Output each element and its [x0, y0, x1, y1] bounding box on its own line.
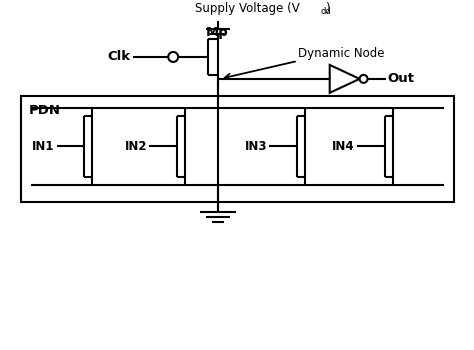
Text: IN3: IN3 [245, 140, 267, 153]
Text: Supply Voltage (V: Supply Voltage (V [195, 2, 300, 15]
Text: Clk: Clk [107, 50, 130, 63]
Text: ): ) [325, 2, 329, 15]
Text: Out: Out [388, 72, 415, 85]
Circle shape [360, 75, 367, 83]
Text: PDN: PDN [28, 104, 61, 117]
Text: Dynamic Node: Dynamic Node [298, 47, 384, 60]
Text: IN4: IN4 [332, 140, 355, 153]
Text: IN1: IN1 [32, 140, 55, 153]
Bar [21, 96, 454, 202]
Polygon shape [330, 65, 360, 93]
Text: dd: dd [321, 7, 331, 16]
Text: Mp: Mp [206, 26, 229, 39]
Text: IN2: IN2 [125, 140, 147, 153]
Circle shape [168, 52, 178, 62]
